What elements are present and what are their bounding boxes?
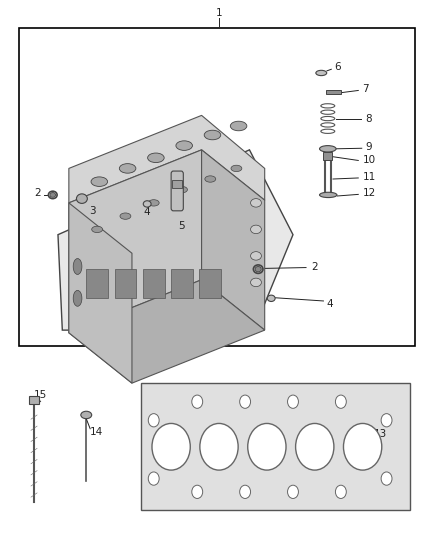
Ellipse shape [248,423,286,470]
Ellipse shape [177,187,187,193]
Bar [172,180,183,188]
Ellipse shape [231,165,242,172]
Bar [19,28,415,346]
Text: 13: 13 [374,429,387,439]
Polygon shape [69,280,265,383]
Bar [325,90,341,94]
Ellipse shape [148,414,159,427]
Ellipse shape [205,176,216,182]
Ellipse shape [316,70,327,76]
Ellipse shape [192,485,203,498]
Text: 14: 14 [90,427,103,437]
Text: 2: 2 [311,262,318,271]
Ellipse shape [320,146,336,152]
Ellipse shape [204,130,221,140]
Ellipse shape [120,213,131,219]
Ellipse shape [240,395,251,408]
Ellipse shape [73,290,82,306]
Ellipse shape [381,472,392,485]
Ellipse shape [50,192,56,197]
Ellipse shape [176,141,192,150]
Ellipse shape [251,278,261,287]
Ellipse shape [148,472,159,485]
Ellipse shape [296,423,334,470]
Text: 2: 2 [34,188,40,198]
Text: 7: 7 [362,84,369,94]
Text: 11: 11 [363,172,376,182]
Ellipse shape [152,423,190,470]
Ellipse shape [336,395,346,408]
Bar [115,269,136,298]
Text: 5: 5 [178,221,184,231]
Ellipse shape [251,199,261,207]
Bar [199,269,221,298]
Text: 6: 6 [335,62,341,71]
Ellipse shape [119,164,136,173]
Ellipse shape [288,395,298,408]
Text: 15: 15 [34,390,47,400]
Text: 3: 3 [89,206,96,216]
Polygon shape [58,150,293,330]
Text: 4: 4 [144,207,151,217]
Ellipse shape [343,423,382,470]
FancyBboxPatch shape [171,171,184,211]
Ellipse shape [288,485,298,498]
Ellipse shape [92,226,102,232]
Bar [86,269,108,298]
Bar [141,383,410,511]
Bar [171,269,193,298]
Bar [143,269,165,298]
Ellipse shape [267,295,275,302]
Bar [29,396,39,405]
Ellipse shape [240,485,251,498]
Ellipse shape [81,411,92,419]
Text: 10: 10 [363,156,376,165]
Polygon shape [69,150,201,333]
Ellipse shape [336,485,346,498]
Polygon shape [69,115,265,203]
Ellipse shape [192,395,203,408]
Ellipse shape [91,177,108,187]
Ellipse shape [251,252,261,260]
Ellipse shape [73,259,82,274]
Text: 12: 12 [363,188,376,198]
Ellipse shape [230,121,247,131]
Polygon shape [69,203,132,383]
Text: 4: 4 [327,298,333,309]
Ellipse shape [148,200,159,206]
Text: 8: 8 [365,114,371,124]
Ellipse shape [148,153,164,163]
Text: 9: 9 [366,142,372,152]
Ellipse shape [77,194,87,204]
Ellipse shape [143,201,151,207]
Ellipse shape [251,225,261,233]
Ellipse shape [320,192,337,198]
Bar [322,152,332,160]
Ellipse shape [381,414,392,427]
Polygon shape [201,150,265,330]
Text: 1: 1 [215,8,223,18]
Ellipse shape [200,423,238,470]
Ellipse shape [255,266,261,272]
